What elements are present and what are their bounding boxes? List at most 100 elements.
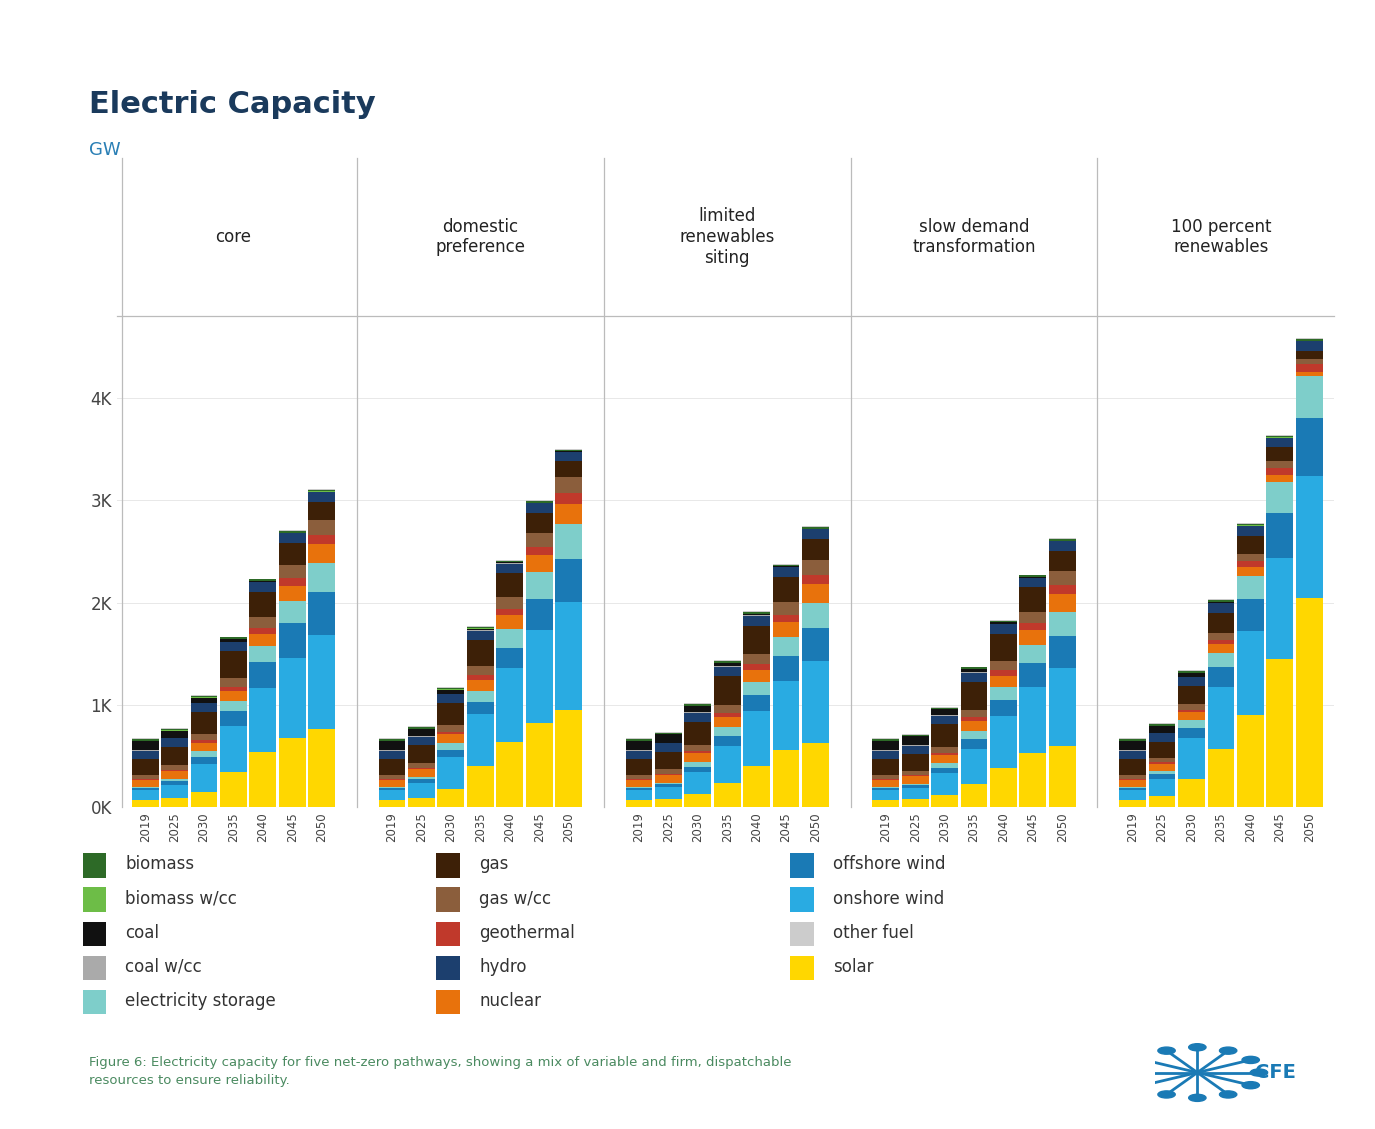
Bar <box>1178 704 1204 710</box>
Bar <box>1148 742 1176 758</box>
Bar <box>525 533 553 548</box>
Bar <box>1019 663 1046 686</box>
Bar <box>437 703 465 725</box>
Bar <box>1295 476 1323 597</box>
Bar <box>556 478 582 493</box>
Bar <box>742 625 770 654</box>
Bar <box>626 780 652 787</box>
Bar <box>742 765 770 807</box>
Bar <box>1238 524 1264 525</box>
Bar <box>378 800 406 807</box>
Bar <box>408 777 434 779</box>
Bar <box>279 533 305 543</box>
Bar <box>496 648 522 667</box>
Bar <box>1119 790 1147 800</box>
Text: electricity storage: electricity storage <box>125 992 276 1009</box>
Bar <box>1178 738 1204 779</box>
Bar <box>1295 418 1323 476</box>
Bar <box>556 559 582 602</box>
Bar <box>408 763 434 768</box>
Text: limited
renewables
siting: limited renewables siting <box>679 208 775 266</box>
Bar <box>990 633 1018 660</box>
Circle shape <box>1136 1057 1152 1064</box>
Bar <box>437 725 465 732</box>
Bar <box>714 706 741 714</box>
Bar <box>902 786 928 788</box>
Bar <box>872 741 899 750</box>
Bar <box>378 741 406 750</box>
Bar <box>1295 359 1323 364</box>
Bar <box>308 592 336 636</box>
Bar <box>1049 551 1075 571</box>
Bar <box>249 646 276 662</box>
Bar <box>654 787 682 799</box>
Bar <box>468 627 494 629</box>
Bar <box>161 785 188 798</box>
Bar <box>132 739 158 741</box>
Bar <box>1266 462 1292 467</box>
Bar <box>961 673 987 682</box>
Bar <box>990 675 1018 688</box>
Text: 100 percent
renewables: 100 percent renewables <box>1170 218 1270 256</box>
Bar <box>408 727 434 728</box>
Bar <box>437 789 465 807</box>
Bar <box>408 745 434 763</box>
Text: other fuel: other fuel <box>833 924 914 942</box>
Bar <box>791 921 814 946</box>
Bar <box>872 759 899 776</box>
Bar <box>990 624 1018 633</box>
Bar <box>132 800 158 807</box>
Bar <box>525 504 553 513</box>
Bar <box>220 642 248 651</box>
Bar <box>931 716 958 725</box>
Text: coal: coal <box>125 924 160 942</box>
Bar <box>556 493 582 504</box>
Bar <box>1207 602 1235 603</box>
Bar <box>437 694 465 703</box>
Bar <box>902 736 928 745</box>
Bar <box>408 768 434 769</box>
Bar <box>249 662 276 688</box>
Bar <box>1049 541 1075 551</box>
Bar <box>802 662 829 743</box>
Bar <box>378 759 406 776</box>
Bar <box>990 688 1018 700</box>
Bar <box>626 739 652 741</box>
Bar <box>773 602 799 614</box>
Bar <box>961 682 987 710</box>
Bar <box>1049 668 1075 746</box>
Bar <box>1119 787 1147 788</box>
Bar <box>714 727 741 736</box>
Bar <box>654 733 682 734</box>
Bar <box>931 753 958 755</box>
Bar <box>308 490 336 491</box>
Bar <box>931 725 958 747</box>
Bar <box>191 743 217 751</box>
Bar <box>496 667 522 742</box>
Bar <box>902 799 928 807</box>
Bar <box>1119 739 1147 741</box>
Bar <box>437 688 465 690</box>
Bar <box>685 721 711 745</box>
Bar <box>931 773 958 795</box>
Bar <box>437 756 465 789</box>
Bar <box>1178 710 1204 712</box>
Bar <box>308 501 336 519</box>
Bar <box>1019 612 1046 623</box>
Bar <box>1148 771 1176 774</box>
Bar <box>378 788 406 790</box>
Bar <box>525 555 553 572</box>
Bar <box>626 741 652 750</box>
Bar <box>82 887 106 912</box>
Bar <box>408 729 434 736</box>
Bar <box>308 729 336 807</box>
Bar <box>496 629 522 648</box>
Bar <box>436 887 461 912</box>
Bar <box>742 664 770 669</box>
Bar <box>742 616 770 625</box>
Bar <box>1266 467 1292 475</box>
Bar <box>496 610 522 615</box>
Bar <box>1019 578 1046 587</box>
Bar <box>626 751 652 759</box>
Bar <box>525 513 553 533</box>
